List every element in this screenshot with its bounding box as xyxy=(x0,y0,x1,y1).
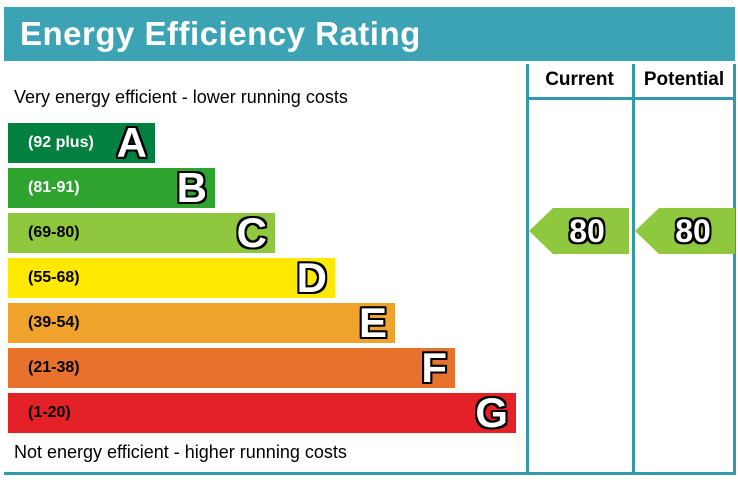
band-g-range: (1-20) xyxy=(28,404,71,421)
caption-not-efficient: Not energy efficient - higher running co… xyxy=(14,442,347,462)
potential-rating-value: 80 xyxy=(675,212,711,249)
divider-left-of-current xyxy=(526,64,529,475)
band-a-range: (92 plus) xyxy=(28,134,94,151)
band-e-letter: E xyxy=(358,299,387,346)
band-g-letter: G xyxy=(475,389,508,436)
band-a: (92 plus) A xyxy=(8,119,155,166)
band-b-range: (81-91) xyxy=(28,179,80,196)
header-underline xyxy=(526,97,736,100)
band-g: (1-20) G xyxy=(8,389,516,436)
band-d: (55-68) D xyxy=(8,254,335,301)
band-b-letter: B xyxy=(176,164,207,211)
column-header-potential: Potential xyxy=(643,69,725,90)
band-c: (69-80) C xyxy=(8,209,275,256)
column-header-current: Current xyxy=(545,69,614,90)
band-c-letter: C xyxy=(236,209,267,256)
potential-rating-arrow: 80 xyxy=(635,208,735,254)
current-rating-arrow: 80 xyxy=(529,208,629,254)
band-e-range: (39-54) xyxy=(28,314,80,331)
band-e: (39-54) E xyxy=(8,299,395,346)
band-c-range: (69-80) xyxy=(28,224,80,241)
band-f: (21-38) F xyxy=(8,344,455,391)
bottom-border xyxy=(4,472,736,475)
band-d-letter: D xyxy=(296,254,327,301)
band-d-range: (55-68) xyxy=(28,269,80,286)
current-rating-value: 80 xyxy=(569,212,605,249)
divider-right-edge xyxy=(733,64,736,475)
band-b: (81-91) B xyxy=(8,164,215,211)
band-f-letter: F xyxy=(421,344,447,391)
band-f-range: (21-38) xyxy=(28,359,80,376)
page-title: Energy Efficiency Rating xyxy=(4,7,735,61)
divider-between-columns xyxy=(632,64,635,475)
band-a-letter: A xyxy=(116,119,147,166)
caption-very-efficient: Very energy efficient - lower running co… xyxy=(14,87,348,107)
